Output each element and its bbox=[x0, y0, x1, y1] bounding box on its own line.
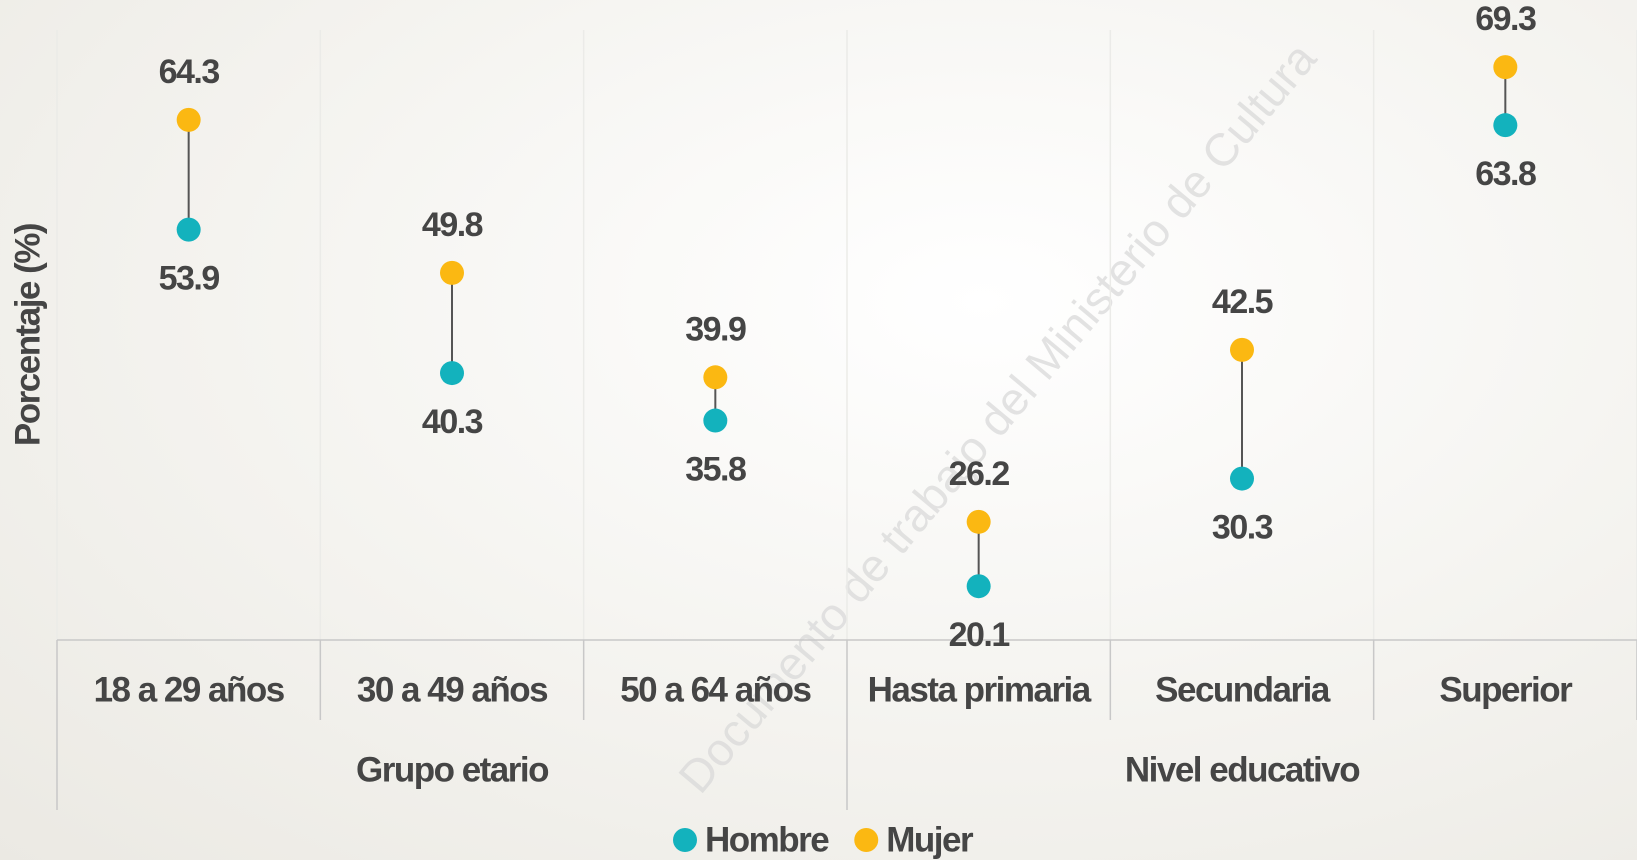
dot bbox=[966, 574, 991, 599]
dot bbox=[176, 217, 201, 242]
x-tick-label: 50 a 64 años bbox=[620, 670, 811, 709]
x-tick-label: Secundaria bbox=[1155, 670, 1331, 709]
dot bbox=[440, 260, 464, 285]
legend-label: Hombre bbox=[705, 820, 829, 859]
legend-marker bbox=[854, 828, 879, 852]
value-label: 53.9 bbox=[159, 260, 220, 298]
value-label: 63.8 bbox=[1475, 155, 1536, 193]
value-label: 64.3 bbox=[159, 53, 220, 91]
dot bbox=[1230, 337, 1254, 362]
value-label: 69.3 bbox=[1475, 0, 1536, 38]
value-label: 20.1 bbox=[949, 616, 1010, 654]
dot bbox=[703, 365, 728, 390]
y-axis-label: Porcentaje (%) bbox=[8, 224, 47, 446]
value-label: 40.3 bbox=[422, 403, 483, 441]
value-label: 30.3 bbox=[1212, 509, 1273, 547]
x-tick-label: Hasta primaria bbox=[868, 670, 1092, 709]
dot bbox=[703, 408, 728, 433]
group-label: Nivel educativo bbox=[1125, 750, 1360, 789]
dot bbox=[1493, 55, 1518, 80]
dot bbox=[1230, 466, 1254, 491]
value-label: 26.2 bbox=[949, 455, 1010, 493]
value-label: 49.8 bbox=[422, 206, 483, 244]
dot bbox=[176, 107, 201, 132]
legend-marker bbox=[673, 828, 697, 852]
value-label: 39.9 bbox=[685, 310, 746, 348]
x-tick-label: 30 a 49 años bbox=[357, 670, 548, 709]
value-label: 42.5 bbox=[1212, 283, 1273, 321]
dot bbox=[966, 509, 991, 534]
legend-label: Mujer bbox=[886, 820, 974, 859]
x-tick-label: Superior bbox=[1439, 670, 1573, 709]
x-tick-label: 18 a 29 años bbox=[94, 670, 285, 709]
dot bbox=[440, 361, 464, 386]
dot bbox=[1493, 113, 1518, 138]
group-label: Grupo etario bbox=[356, 750, 549, 789]
value-label: 35.8 bbox=[685, 451, 746, 489]
